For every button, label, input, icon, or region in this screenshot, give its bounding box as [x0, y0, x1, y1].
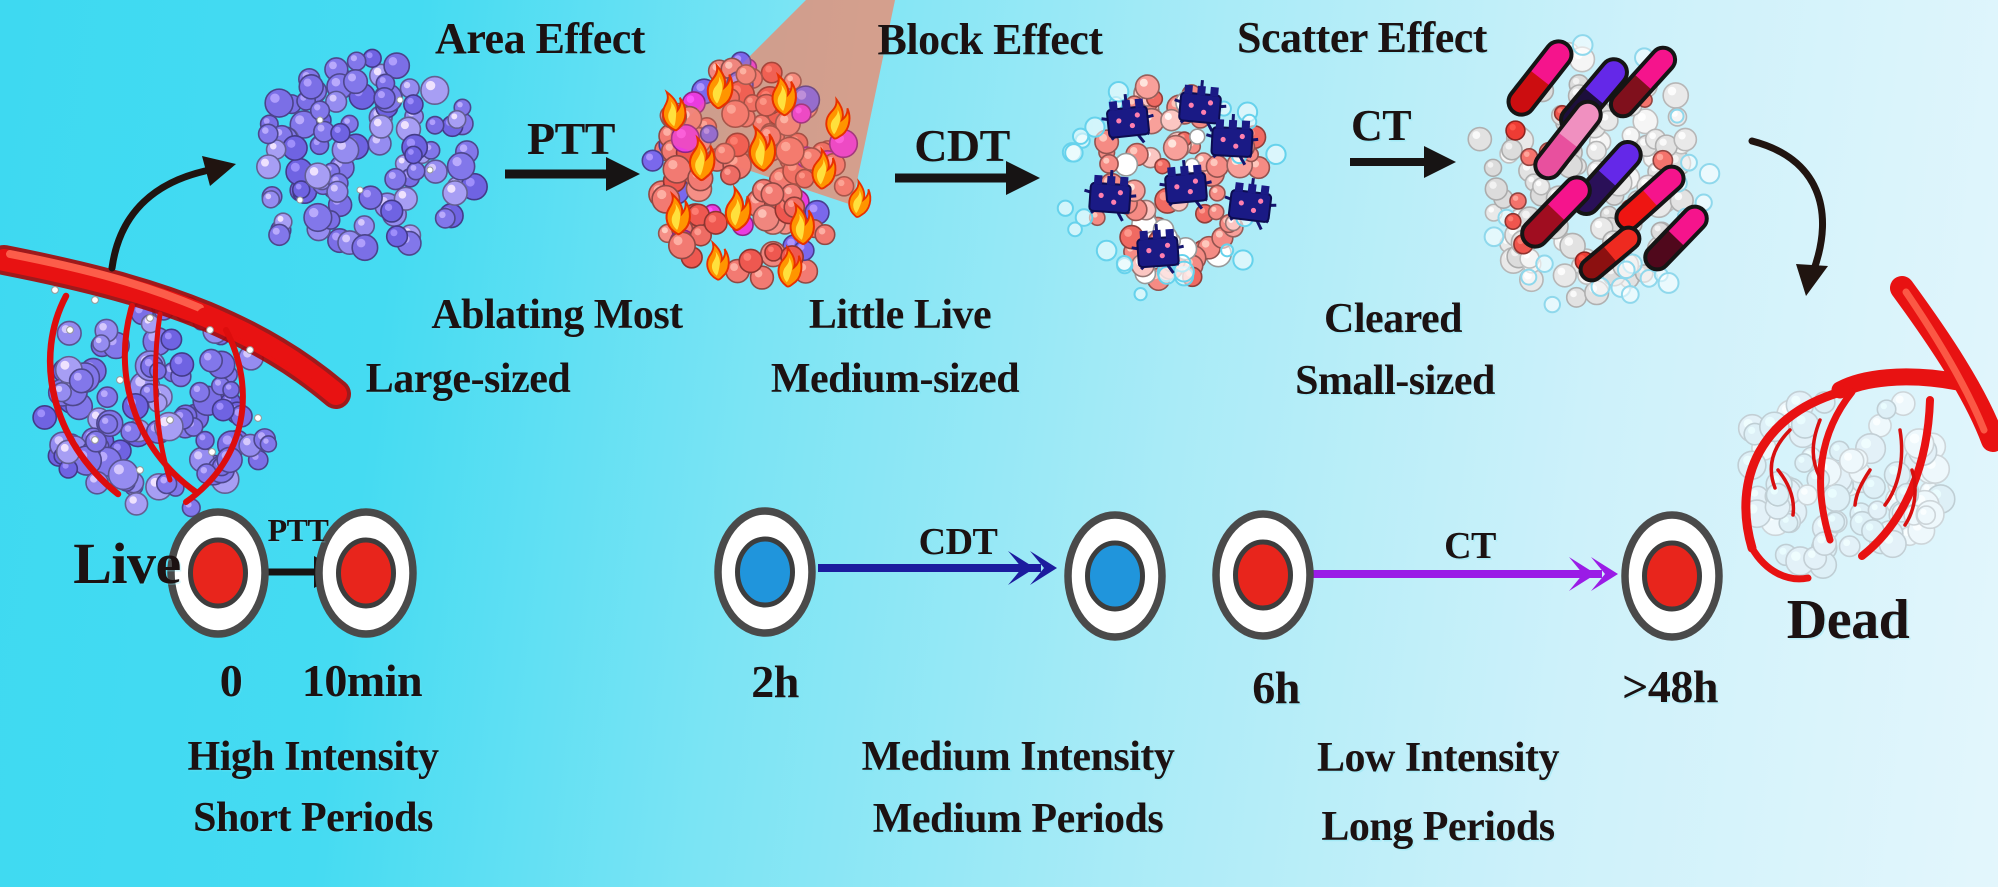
curve-arrow-right	[1748, 137, 1828, 296]
tumor-cdt	[1056, 74, 1287, 302]
time-48h-label: >48h	[1622, 661, 1718, 712]
nanoblock-icon	[1131, 223, 1184, 274]
drug-capsule-icon	[1614, 164, 1686, 232]
ptt-process-label: PTT	[527, 113, 615, 164]
bottom-ct-arrow	[1312, 557, 1618, 591]
top-ptt-arrow	[505, 157, 640, 191]
drug-capsule-icon	[1643, 204, 1709, 272]
live-tumor-illustration	[0, 245, 351, 518]
short-periods-label: Short Periods	[193, 795, 433, 841]
cdt-timeline-label: CDT	[918, 521, 998, 563]
tumor-ct-capsules	[1467, 34, 1721, 314]
ptt-timeline-label: PTT	[267, 512, 329, 548]
drug-capsule-icon	[1506, 39, 1574, 117]
stage3-caption-line1: Cleared	[1323, 296, 1463, 342]
cdt-process-label: CDT	[914, 120, 1010, 171]
stage1-caption-line2: Large-sized	[365, 356, 571, 402]
stage2-caption-line1: Little Live	[808, 292, 992, 338]
curve-arrow-left	[108, 156, 236, 272]
drug-capsule-icon	[1608, 45, 1678, 119]
time-0-label: 0	[219, 655, 243, 706]
medium-intensity-label: Medium Intensity	[861, 734, 1175, 780]
nanoblock-icon	[1101, 93, 1154, 144]
scatter-effect-title: Scatter Effect	[1237, 13, 1487, 62]
nanoblock-icon	[1205, 113, 1259, 166]
ct-timeline-label: CT	[1444, 525, 1496, 567]
area-effect-title: Area Effect	[435, 14, 645, 63]
low-intensity-label: Low Intensity	[1316, 735, 1560, 781]
cell-time-6h	[1212, 510, 1314, 640]
timeline-cells	[167, 507, 1723, 641]
drug-capsule-icon	[1533, 99, 1603, 181]
time-6h-label: 6h	[1252, 662, 1300, 713]
dead-label: Dead	[1786, 589, 1910, 651]
cell-cdt-start	[714, 507, 816, 637]
ct-process-label: CT	[1350, 101, 1412, 150]
bottom-cdt-arrow	[818, 551, 1057, 585]
nanoblock-icon	[1159, 159, 1212, 210]
top-ct-arrow	[1350, 146, 1456, 178]
nanoblock-icon	[1084, 169, 1137, 222]
nanoblock-icon	[1224, 178, 1277, 231]
stage1-caption-line1: Ablating Most	[431, 292, 683, 338]
drug-capsule-icon	[1578, 225, 1642, 283]
nanoblock-icon	[1174, 79, 1227, 132]
cell-time-10min	[315, 508, 417, 638]
drug-capsule-icon	[1520, 175, 1592, 249]
tumor-large	[255, 48, 488, 262]
top-cdt-arrow	[895, 161, 1040, 195]
cell-cdt-end	[1064, 511, 1166, 641]
live-vessel	[0, 245, 351, 505]
cell-time-0	[167, 508, 269, 638]
dead-vessel	[1741, 276, 1998, 583]
dead-tumor-illustration	[1737, 276, 1998, 583]
high-intensity-label: High Intensity	[187, 734, 439, 780]
time-2h-label: 2h	[751, 656, 799, 707]
long-periods-label: Long Periods	[1321, 804, 1555, 850]
stage3-caption-line2: Small-sized	[1295, 358, 1495, 404]
medium-periods-label: Medium Periods	[872, 796, 1164, 842]
block-effect-title: Block Effect	[877, 15, 1103, 64]
time-10min-label: 10min	[301, 655, 423, 706]
tumor-burning-ptt	[641, 0, 895, 290]
cell-time-48h	[1621, 511, 1723, 641]
live-label: Live	[73, 531, 181, 596]
stage2-caption-line2: Medium-sized	[770, 356, 1020, 402]
